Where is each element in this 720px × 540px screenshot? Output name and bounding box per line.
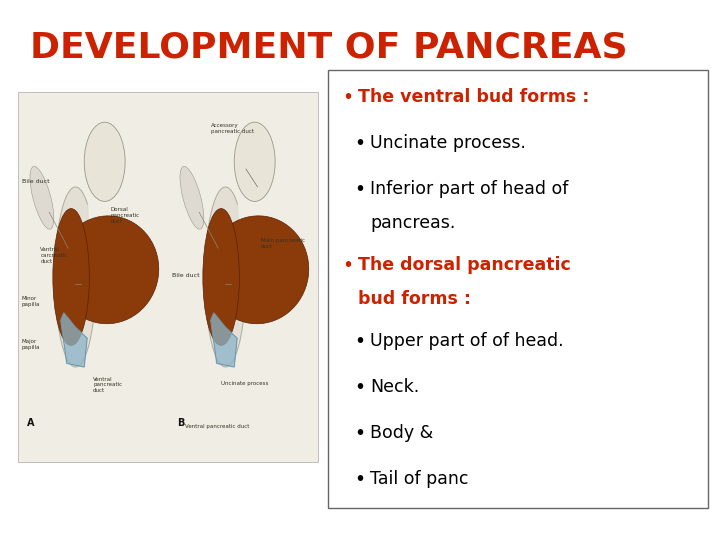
Text: Main pancreatic
duct: Main pancreatic duct <box>261 238 305 249</box>
Ellipse shape <box>84 122 125 201</box>
Ellipse shape <box>30 166 54 229</box>
Text: Bile duct: Bile duct <box>172 273 199 278</box>
Text: Vantral
carcreatic
duct: Vantral carcreatic duct <box>40 247 68 264</box>
Text: •: • <box>354 180 365 199</box>
Text: Bile duct: Bile duct <box>22 179 50 184</box>
Text: DEVELOPMENT OF PANCREAS: DEVELOPMENT OF PANCREAS <box>30 30 628 64</box>
Text: •: • <box>354 378 365 397</box>
Text: Tail of panc: Tail of panc <box>370 470 469 488</box>
Text: Ventral
pancreatic
duct: Ventral pancreatic duct <box>93 376 122 393</box>
Ellipse shape <box>234 122 275 201</box>
Ellipse shape <box>207 216 309 324</box>
Polygon shape <box>211 313 237 367</box>
Text: pancreas.: pancreas. <box>370 214 455 232</box>
Ellipse shape <box>53 208 89 346</box>
Text: The ventral bud forms :: The ventral bud forms : <box>358 88 590 106</box>
Text: Major
papilla: Major papilla <box>22 339 40 350</box>
Text: Dorsal
pancreatic
duct: Dorsal pancreatic duct <box>111 207 140 224</box>
Text: •: • <box>354 332 365 351</box>
Bar <box>328 70 708 508</box>
Text: Inferior part of head of: Inferior part of head of <box>370 180 568 198</box>
Text: Uncinate process: Uncinate process <box>221 381 269 386</box>
Polygon shape <box>205 187 243 367</box>
Text: •: • <box>354 134 365 153</box>
Bar <box>18 92 318 462</box>
Text: Minor
papilla: Minor papilla <box>22 296 40 307</box>
Text: Upper part of of head.: Upper part of of head. <box>370 332 564 350</box>
Polygon shape <box>55 187 94 367</box>
Text: Ventral pancreatic duct: Ventral pancreatic duct <box>184 424 249 429</box>
Text: Accessory
pancreatic duct: Accessory pancreatic duct <box>211 123 254 134</box>
Text: •: • <box>342 256 353 275</box>
Polygon shape <box>61 313 87 367</box>
Text: Uncinate process.: Uncinate process. <box>370 134 526 152</box>
Text: •: • <box>342 88 353 107</box>
Ellipse shape <box>180 166 204 229</box>
Text: A: A <box>27 418 35 428</box>
Text: Neck.: Neck. <box>370 378 419 396</box>
Text: B: B <box>177 418 184 428</box>
Text: •: • <box>354 424 365 443</box>
Ellipse shape <box>56 216 158 324</box>
Ellipse shape <box>203 208 239 346</box>
Text: The dorsal pancreatic: The dorsal pancreatic <box>358 256 571 274</box>
Text: •: • <box>354 470 365 489</box>
Text: bud forms :: bud forms : <box>358 290 471 308</box>
Text: Body &: Body & <box>370 424 433 442</box>
